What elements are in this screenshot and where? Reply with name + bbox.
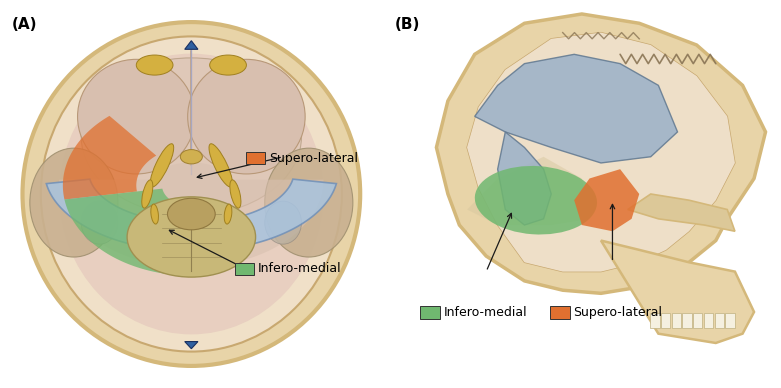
Polygon shape — [601, 241, 754, 343]
FancyBboxPatch shape — [661, 313, 670, 328]
FancyBboxPatch shape — [651, 313, 659, 328]
FancyBboxPatch shape — [683, 313, 692, 328]
Ellipse shape — [77, 59, 195, 174]
Ellipse shape — [41, 36, 342, 352]
Ellipse shape — [230, 180, 241, 208]
Ellipse shape — [167, 198, 216, 230]
FancyBboxPatch shape — [726, 313, 735, 328]
Polygon shape — [185, 41, 198, 49]
Polygon shape — [467, 157, 590, 225]
Ellipse shape — [137, 55, 173, 75]
Text: Supero-lateral: Supero-lateral — [573, 306, 662, 319]
FancyBboxPatch shape — [694, 313, 702, 328]
Ellipse shape — [81, 58, 301, 215]
FancyBboxPatch shape — [551, 307, 570, 319]
FancyBboxPatch shape — [715, 313, 724, 328]
FancyBboxPatch shape — [420, 307, 440, 319]
Polygon shape — [467, 33, 735, 272]
Polygon shape — [59, 163, 323, 267]
Polygon shape — [475, 54, 677, 163]
Text: (B): (B) — [394, 17, 419, 32]
Ellipse shape — [151, 204, 159, 224]
Polygon shape — [467, 33, 735, 272]
Text: (A): (A) — [12, 17, 37, 32]
Text: Supero-lateral: Supero-lateral — [269, 152, 358, 165]
Polygon shape — [185, 341, 198, 349]
Ellipse shape — [180, 150, 202, 164]
Polygon shape — [574, 169, 639, 231]
Polygon shape — [65, 189, 212, 275]
Ellipse shape — [81, 201, 118, 244]
Polygon shape — [497, 132, 551, 225]
Ellipse shape — [209, 144, 233, 187]
Text: Infero-medial: Infero-medial — [444, 306, 527, 319]
Polygon shape — [46, 179, 337, 251]
Ellipse shape — [150, 144, 173, 187]
FancyBboxPatch shape — [246, 152, 266, 165]
Ellipse shape — [475, 166, 597, 234]
Polygon shape — [437, 14, 765, 293]
FancyBboxPatch shape — [704, 313, 713, 328]
FancyBboxPatch shape — [234, 263, 255, 275]
Ellipse shape — [127, 197, 255, 277]
Text: Infero-medial: Infero-medial — [259, 262, 342, 275]
Ellipse shape — [142, 180, 153, 208]
Ellipse shape — [209, 55, 247, 75]
Polygon shape — [63, 116, 156, 199]
FancyBboxPatch shape — [672, 313, 681, 328]
Ellipse shape — [187, 59, 305, 174]
Ellipse shape — [23, 22, 360, 366]
Ellipse shape — [30, 148, 118, 257]
Ellipse shape — [265, 201, 301, 244]
Polygon shape — [628, 194, 735, 231]
Ellipse shape — [59, 54, 323, 334]
Ellipse shape — [265, 148, 353, 257]
Ellipse shape — [224, 204, 232, 224]
